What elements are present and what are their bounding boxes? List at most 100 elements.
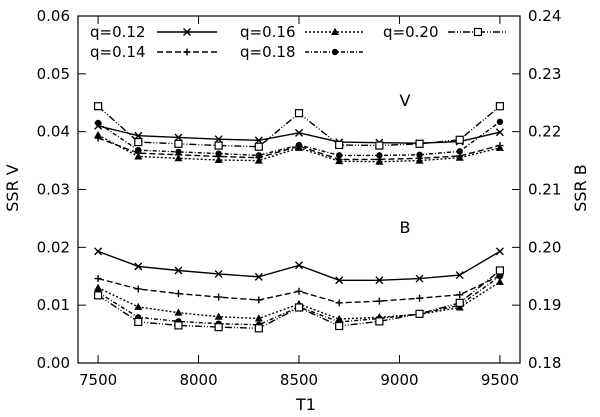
series-4-b-point bbox=[375, 317, 384, 326]
series-4-b-point bbox=[495, 266, 505, 275]
series-1-b-point bbox=[295, 287, 303, 295]
y-tick-label-left: 0.04 bbox=[37, 123, 70, 141]
y-tick-label-right: 0.22 bbox=[528, 123, 561, 141]
series-4-b-point bbox=[93, 291, 103, 300]
series-4-b-point bbox=[174, 321, 183, 330]
series-1-b-point bbox=[456, 291, 464, 299]
y-tick-label-right: 0.23 bbox=[528, 65, 561, 83]
legend-label: q=0.12 bbox=[90, 23, 146, 41]
series-0-b-point-stroke bbox=[415, 274, 424, 283]
series-3-b-point bbox=[496, 273, 504, 280]
series-4-b-point bbox=[214, 323, 223, 332]
y-tick-label-right: 0.18 bbox=[528, 354, 561, 372]
series-0-b-point bbox=[254, 272, 263, 281]
y-axis-title-left: SSR V bbox=[3, 164, 22, 212]
series-0-b-point bbox=[375, 276, 384, 285]
series-1-b-point bbox=[174, 290, 182, 298]
series-4-b-point bbox=[254, 324, 263, 333]
legend-marker bbox=[331, 48, 339, 56]
series-1-b-point bbox=[335, 299, 343, 307]
series-4-v-point bbox=[134, 137, 143, 147]
series-2-v-point bbox=[335, 156, 344, 165]
series-0-v-point bbox=[295, 128, 303, 137]
series-0-v-line bbox=[97, 125, 501, 144]
axes: 7500 8000 8500 9000 9500 0.00 0.01 0.02 0.03 0.04… bbox=[37, 7, 562, 389]
legend-label: q=0.18 bbox=[240, 43, 296, 61]
series-0-b-point bbox=[295, 261, 303, 270]
legend-label: q=0.16 bbox=[240, 23, 296, 41]
series-0-b-point-stroke bbox=[134, 262, 143, 271]
legend-marker bbox=[331, 27, 339, 35]
series-2-v-point bbox=[455, 153, 464, 161]
series-0-b-point bbox=[455, 271, 464, 280]
series-2-b-point bbox=[495, 277, 504, 286]
y-tick-label-left: 0.05 bbox=[37, 65, 70, 83]
y-tick-label-left: 0.06 bbox=[37, 7, 70, 25]
series-3-v-point bbox=[376, 152, 383, 159]
series-0-b-point-stroke bbox=[214, 269, 223, 278]
series-1-b-point bbox=[94, 275, 102, 283]
series-0-b-point bbox=[134, 262, 143, 271]
series-0-b-point-stroke bbox=[174, 266, 183, 275]
series-0-b-point bbox=[174, 266, 183, 275]
series-3-v-point bbox=[496, 118, 504, 126]
x-tick-label: 7500 bbox=[79, 371, 117, 389]
series-0-b-point-stroke bbox=[375, 276, 384, 285]
annotation-b: B bbox=[400, 218, 411, 237]
series-2-b-point bbox=[174, 308, 183, 316]
series-0-b-point-stroke bbox=[455, 271, 464, 280]
series-4-v-point bbox=[214, 141, 223, 150]
series-4-b-line bbox=[97, 269, 501, 330]
series-4-v-point bbox=[415, 139, 424, 148]
series-1-b-point bbox=[255, 296, 263, 304]
series-2-v-point bbox=[214, 155, 223, 164]
legend-marker bbox=[183, 48, 191, 56]
series-2-b-point bbox=[94, 283, 103, 291]
series-2-v-point bbox=[375, 157, 384, 165]
series-2-b-point bbox=[214, 312, 223, 320]
y-axis-title-right: SSR B bbox=[571, 164, 590, 212]
series-4-v-point bbox=[335, 140, 344, 150]
series-0-b-point bbox=[335, 276, 344, 285]
series-4-b-point bbox=[294, 303, 304, 312]
legend-marker bbox=[473, 27, 483, 37]
series-3-v-point bbox=[94, 119, 102, 127]
series-0-v-point bbox=[495, 128, 504, 137]
y-tick-label-right: 0.24 bbox=[528, 7, 561, 25]
x-tick-label: 9500 bbox=[481, 371, 519, 389]
series-4-v-point bbox=[455, 135, 464, 144]
y-tick-label-left: 0.03 bbox=[37, 181, 70, 199]
y-tick-label-right: 0.20 bbox=[528, 238, 561, 256]
series-2-v-point bbox=[94, 130, 103, 139]
series-0-b-point-stroke bbox=[254, 272, 263, 281]
legend-marker bbox=[183, 28, 191, 36]
legend: q=0.12 q=0.14 q=0.16 q=0.18 q=0.20 bbox=[90, 23, 508, 61]
series-3-v-point bbox=[135, 146, 142, 154]
annotation-v: V bbox=[400, 91, 411, 110]
legend-label: q=0.20 bbox=[383, 23, 439, 41]
series-3-v-point bbox=[175, 148, 182, 156]
legend-marker-stroke bbox=[183, 28, 191, 36]
series-0-b-point bbox=[415, 274, 424, 283]
series-3-v-point bbox=[335, 152, 343, 159]
series-2-v-point bbox=[254, 156, 263, 164]
y-tick-label-left: 0.02 bbox=[37, 238, 70, 256]
series-2-b-point bbox=[134, 302, 143, 310]
series-3-v-point bbox=[416, 151, 423, 158]
series-0-b-point-stroke bbox=[295, 261, 303, 270]
series-4-b-point bbox=[415, 309, 424, 318]
series-3-v-point bbox=[295, 141, 303, 149]
x-tick-label: 8000 bbox=[179, 371, 217, 389]
legend-label: q=0.14 bbox=[90, 43, 146, 61]
series-4-v-point bbox=[93, 102, 103, 111]
x-axis-title: T1 bbox=[295, 395, 316, 414]
series-4-v-point bbox=[375, 141, 384, 150]
y-tick-label-left: 0.00 bbox=[37, 354, 70, 372]
series-4-b-point bbox=[134, 317, 143, 327]
series-1-b-point bbox=[215, 293, 223, 301]
series-2-v-point bbox=[134, 152, 143, 160]
series-layer bbox=[93, 102, 505, 333]
series-3-v-point bbox=[215, 150, 222, 157]
series-4-b-point bbox=[335, 321, 344, 331]
